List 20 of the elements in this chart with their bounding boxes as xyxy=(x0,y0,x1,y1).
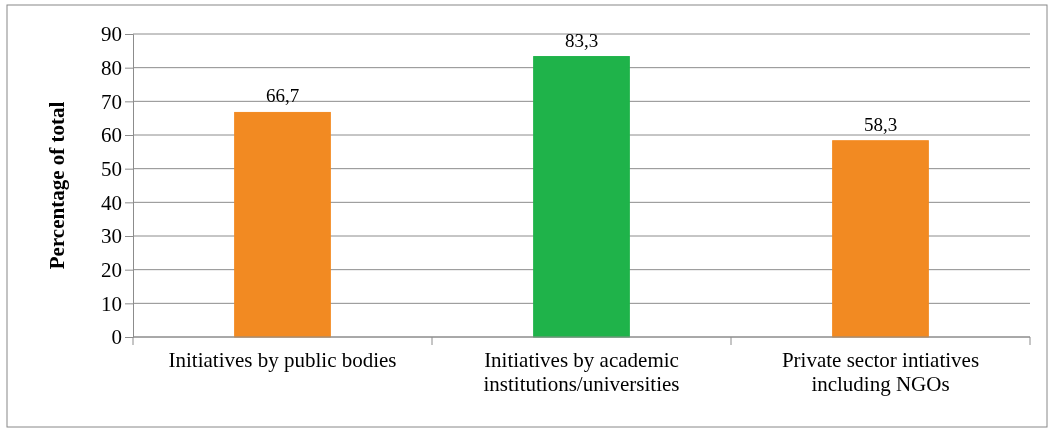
y-tick-label: 20 xyxy=(101,257,122,282)
y-tick-label: 80 xyxy=(101,55,122,80)
y-tick-label: 0 xyxy=(111,325,122,350)
y-tick-label: 70 xyxy=(101,89,122,114)
x-tick-label: Initiatives by academic institutions/universities xyxy=(483,348,680,396)
y-tick-label: 10 xyxy=(101,291,122,316)
bar xyxy=(533,56,630,338)
y-tick-label: 50 xyxy=(101,156,122,181)
bar xyxy=(234,111,331,338)
y-tick-label: 40 xyxy=(101,190,122,215)
y-tick-label: 60 xyxy=(101,123,122,148)
x-tick-label: Private sector intiatives including NGOs xyxy=(781,348,980,396)
data-label: 83,3 xyxy=(564,29,599,51)
data-label: 58,3 xyxy=(863,113,898,135)
data-label: 66,7 xyxy=(265,85,300,107)
y-tick-label: 90 xyxy=(101,22,122,47)
x-tick-label: Initiatives by public bodies xyxy=(168,348,397,372)
y-tick-label: 30 xyxy=(101,224,122,249)
y-axis-title: Percentage of total xyxy=(45,101,69,270)
bar xyxy=(832,140,929,338)
